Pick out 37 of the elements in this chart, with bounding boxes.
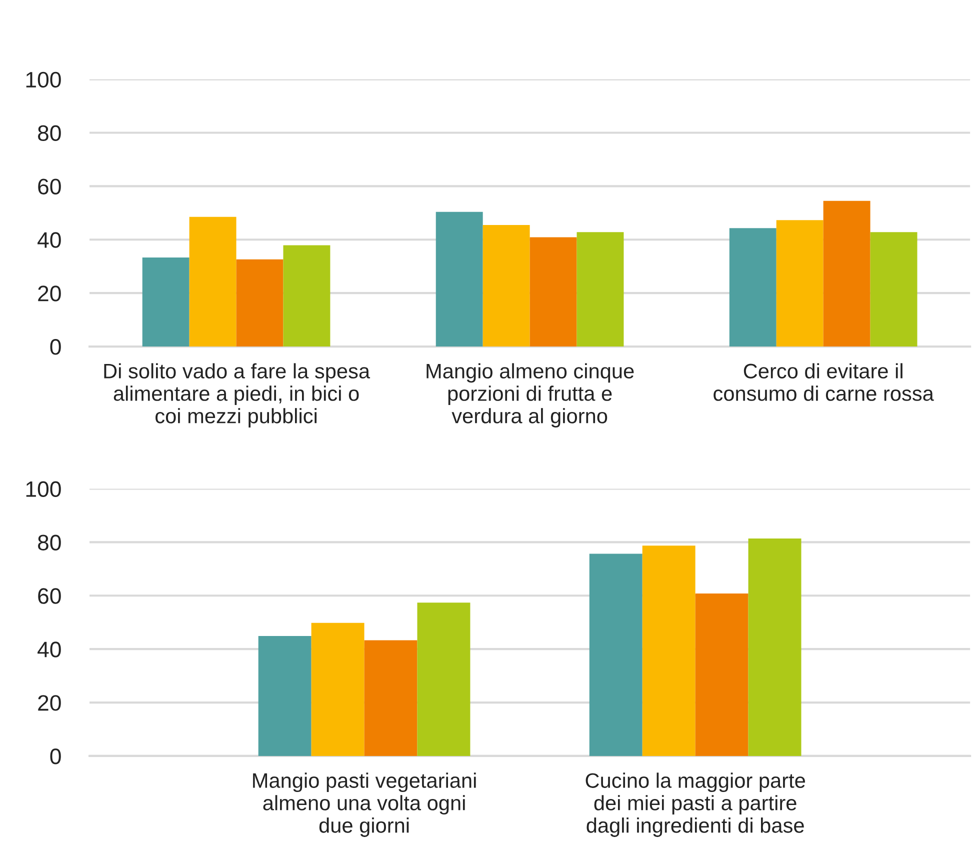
bar xyxy=(236,259,284,347)
x-tick-label: Mangio pasti vegetariani almeno una volta ogni due giorni xyxy=(253,772,476,837)
y-tick-label: 60 xyxy=(38,178,61,194)
y-tick-label: 40 xyxy=(38,642,61,658)
y-tick-label: 100 xyxy=(26,481,61,498)
bar xyxy=(748,538,802,756)
bar xyxy=(417,602,470,756)
y-tick-label: 60 xyxy=(38,588,61,604)
bar xyxy=(436,212,483,347)
y-tick-label: 40 xyxy=(38,232,61,248)
bar xyxy=(589,554,642,756)
bar xyxy=(776,220,824,347)
bar xyxy=(576,232,624,347)
y-tick-label: 100 xyxy=(26,72,61,88)
y-tick-label: 80 xyxy=(38,125,61,142)
y-tick-label: 0 xyxy=(50,339,61,355)
y-tick-label: 20 xyxy=(38,695,61,711)
bar xyxy=(482,224,530,347)
bar xyxy=(283,245,330,347)
x-tick-label: Mangio almeno cinque porzioni di frutta e verdura al giorno xyxy=(426,363,634,428)
x-tick-label: Di solito vado a fare la spesa alimentare a piedi, in bici o coi mezzi pubblici xyxy=(104,363,370,428)
x-tick-label: Cucino la maggior parte dei miei pasti a partire dagli ingredienti di base xyxy=(586,772,805,837)
bar xyxy=(642,546,696,756)
bar xyxy=(530,237,577,347)
bar xyxy=(364,640,418,756)
bar xyxy=(729,228,776,347)
bar xyxy=(258,636,312,756)
x-tick-label: Cerco di evitare il consumo di carne rossa xyxy=(714,363,934,401)
y-tick-label: 80 xyxy=(38,534,61,550)
bar xyxy=(695,594,748,756)
bar xyxy=(142,258,190,347)
bar xyxy=(870,232,918,347)
bar xyxy=(189,216,236,347)
y-tick-label: 0 xyxy=(50,748,61,764)
bar xyxy=(823,200,870,347)
bar xyxy=(311,622,364,756)
y-tick-label: 20 xyxy=(38,286,61,302)
